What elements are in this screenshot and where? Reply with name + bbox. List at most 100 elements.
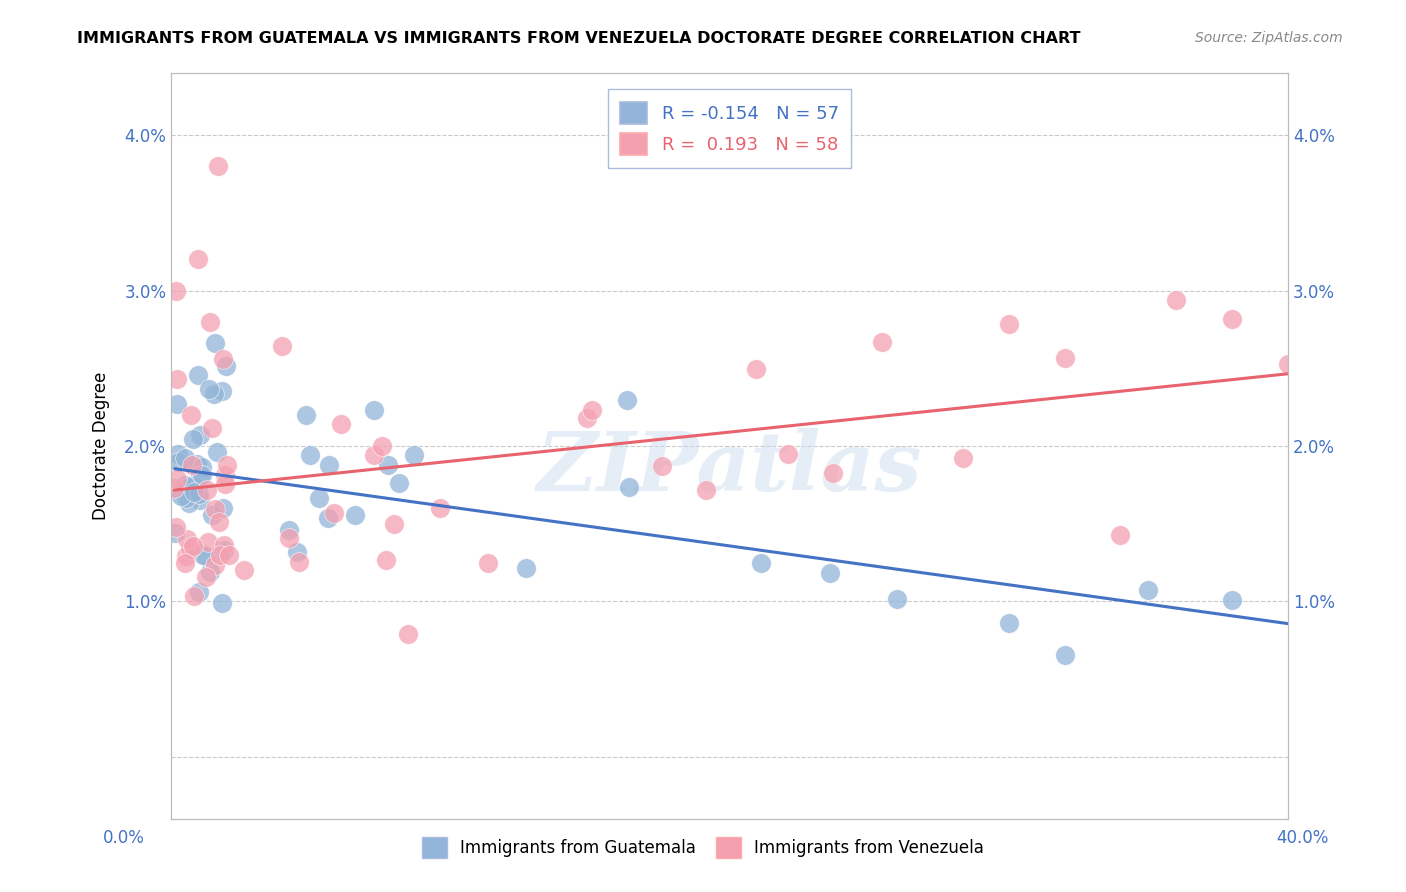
Text: 40.0%: 40.0%	[1277, 829, 1329, 847]
Point	[211, 596, 233, 610]
Point	[1137, 582, 1160, 597]
Text: 0.0%: 0.0%	[103, 829, 145, 847]
Point	[201, 508, 224, 523]
Point	[1053, 351, 1076, 366]
Point	[198, 315, 221, 329]
Point	[886, 592, 908, 607]
Point	[187, 487, 209, 501]
Point	[616, 392, 638, 407]
Point	[1220, 593, 1243, 607]
Point	[179, 542, 201, 557]
Point	[211, 351, 233, 366]
Point	[749, 556, 772, 570]
Point	[181, 539, 204, 553]
Point	[288, 556, 311, 570]
Text: IMMIGRANTS FROM GUATEMALA VS IMMIGRANTS FROM VENEZUELA DOCTORATE DEGREE CORRELAT: IMMIGRANTS FROM GUATEMALA VS IMMIGRANTS …	[77, 31, 1081, 46]
Point	[343, 508, 366, 522]
Point	[308, 491, 330, 506]
Point	[388, 475, 411, 490]
Point	[285, 545, 308, 559]
Point	[318, 458, 340, 472]
Point	[209, 549, 232, 563]
Point	[165, 526, 187, 541]
Point	[997, 615, 1019, 630]
Point	[166, 397, 188, 411]
Point	[176, 549, 198, 564]
Point	[294, 408, 316, 422]
Point	[277, 531, 299, 545]
Point	[204, 558, 226, 572]
Point	[187, 368, 209, 383]
Point	[194, 549, 217, 563]
Point	[818, 566, 841, 581]
Point	[170, 489, 193, 503]
Point	[183, 485, 205, 500]
Point	[190, 467, 212, 482]
Point	[166, 455, 188, 469]
Point	[329, 417, 352, 431]
Point	[208, 515, 231, 529]
Point	[215, 458, 238, 472]
Point	[575, 411, 598, 425]
Point	[181, 433, 204, 447]
Point	[429, 500, 451, 515]
Point	[198, 382, 221, 396]
Point	[205, 445, 228, 459]
Legend: R = -0.154   N = 57, R =  0.193   N = 58: R = -0.154 N = 57, R = 0.193 N = 58	[607, 89, 852, 168]
Point	[271, 338, 294, 352]
Point	[870, 334, 893, 349]
Point	[179, 495, 201, 509]
Point	[382, 516, 405, 531]
Point	[218, 548, 240, 562]
Point	[745, 362, 768, 376]
Point	[997, 318, 1019, 332]
Point	[1053, 648, 1076, 662]
Point	[316, 510, 339, 524]
Point	[651, 459, 673, 474]
Point	[377, 458, 399, 472]
Point	[212, 538, 235, 552]
Point	[191, 548, 214, 562]
Point	[371, 439, 394, 453]
Point	[776, 447, 799, 461]
Point	[177, 481, 200, 495]
Point	[232, 563, 254, 577]
Point	[197, 535, 219, 549]
Point	[214, 467, 236, 482]
Point	[190, 493, 212, 508]
Point	[695, 483, 717, 498]
Point	[166, 472, 188, 486]
Point	[363, 448, 385, 462]
Point	[363, 403, 385, 417]
Point	[323, 506, 346, 520]
Point	[212, 501, 235, 516]
Point	[823, 466, 845, 480]
Point	[1277, 357, 1299, 371]
Point	[1166, 293, 1188, 307]
Point	[202, 386, 225, 401]
Point	[174, 478, 197, 492]
Point	[204, 336, 226, 351]
Text: Source: ZipAtlas.com: Source: ZipAtlas.com	[1195, 31, 1343, 45]
Point	[166, 372, 188, 386]
Point	[298, 448, 321, 462]
Point	[477, 556, 499, 570]
Point	[163, 481, 186, 495]
Point	[165, 520, 187, 534]
Point	[195, 483, 218, 497]
Point	[211, 384, 233, 398]
Point	[183, 479, 205, 493]
Point	[952, 450, 974, 465]
Point	[201, 421, 224, 435]
Point	[214, 476, 236, 491]
Point	[187, 252, 209, 267]
Point	[165, 284, 187, 298]
Point	[188, 584, 211, 599]
Point	[183, 589, 205, 603]
Point	[277, 523, 299, 537]
Point	[375, 553, 398, 567]
Point	[617, 480, 640, 494]
Point	[204, 501, 226, 516]
Point	[167, 447, 190, 461]
Point	[515, 561, 537, 575]
